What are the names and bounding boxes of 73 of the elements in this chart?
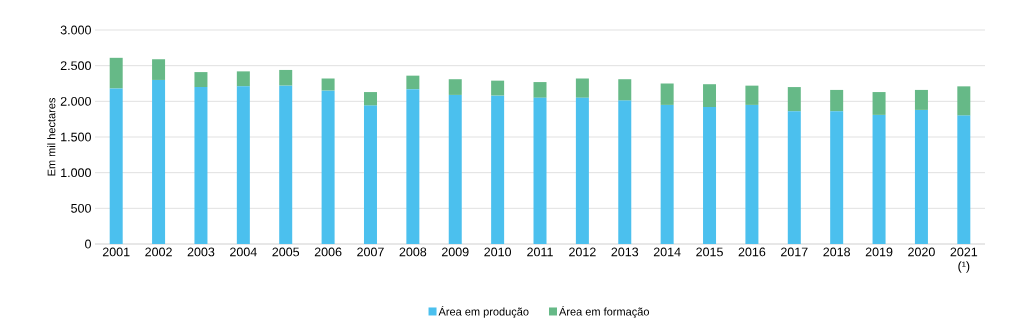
bar <box>491 95 505 244</box>
y-tick-label: 3.000 <box>60 25 91 35</box>
bar <box>152 59 166 80</box>
bar <box>109 88 123 244</box>
bar <box>194 72 208 88</box>
bar <box>957 86 971 116</box>
bar <box>618 79 632 101</box>
y-tick-label: 500 <box>71 203 91 213</box>
x-tick-label: 2001 <box>102 247 130 257</box>
bar <box>745 104 759 244</box>
x-tick-label: 2021 (¹) <box>950 247 978 273</box>
bar <box>448 94 462 244</box>
bar <box>660 83 674 105</box>
y-tick-label: 2.000 <box>60 96 91 106</box>
bar <box>872 114 886 244</box>
y-tick-label: 1.000 <box>61 168 91 178</box>
x-tick-label: 2015 <box>696 247 723 257</box>
bar <box>152 79 166 244</box>
x-tick-label: 2005 <box>272 247 300 257</box>
bar <box>236 71 250 87</box>
x-tick-label: 2006 <box>314 247 342 257</box>
x-tick-label: 2009 <box>441 247 469 257</box>
bar <box>575 78 589 98</box>
y-tick-label: 2.500 <box>60 61 91 71</box>
bar <box>872 92 886 115</box>
bar <box>745 85 759 105</box>
bar <box>914 109 928 244</box>
x-tick-label: 2003 <box>187 247 215 257</box>
bar <box>957 115 971 244</box>
x-tick-label: 2011 <box>527 247 553 257</box>
x-tick-label: 2018 <box>823 247 851 257</box>
bar <box>787 87 801 112</box>
x-tick-label: 2017 <box>781 247 808 257</box>
bar <box>787 111 801 244</box>
bar <box>321 78 335 91</box>
bar <box>830 89 844 112</box>
y-tick-label: 1.500 <box>61 132 91 142</box>
bar <box>618 100 632 244</box>
bar <box>703 84 717 108</box>
bar <box>236 86 250 244</box>
bar <box>914 89 928 110</box>
bar <box>491 80 505 96</box>
x-tick-label: 2013 <box>611 247 639 257</box>
x-tick-label: 2012 <box>569 247 596 257</box>
x-tick-label: 2007 <box>357 247 384 257</box>
bar <box>703 107 717 244</box>
x-tick-label: 2016 <box>738 247 766 257</box>
bar <box>575 97 589 244</box>
x-tick-label: 2002 <box>145 247 172 257</box>
x-tick-label: 2020 <box>908 247 935 257</box>
bar <box>533 82 547 98</box>
legend-label: Área em formação <box>559 305 650 318</box>
x-tick-label: 2004 <box>230 247 257 257</box>
y-tick-label: 0 <box>85 239 91 249</box>
x-tick-label: 2019 <box>865 247 893 257</box>
bar <box>448 79 462 95</box>
bar <box>194 87 208 244</box>
x-tick-label: 2008 <box>399 247 427 257</box>
bar <box>406 75 420 90</box>
x-tick-label: 2014 <box>653 247 681 257</box>
y-axis-title: Em mil hectares <box>47 97 56 176</box>
bar <box>406 89 420 244</box>
bar <box>533 97 547 244</box>
bar <box>830 111 844 244</box>
bar <box>279 69 293 86</box>
bar <box>279 85 293 244</box>
bar <box>363 105 377 244</box>
bar <box>363 92 377 106</box>
x-tick-label: 2010 <box>484 247 512 257</box>
bar <box>321 90 335 244</box>
bar <box>660 104 674 244</box>
legend-label: Área em produção <box>438 305 529 318</box>
bar <box>109 57 123 89</box>
